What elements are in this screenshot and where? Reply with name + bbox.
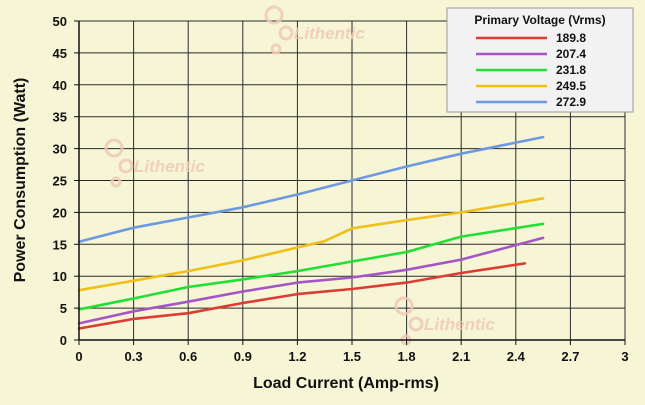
watermark-ring-icon: [118, 158, 134, 174]
x-tick-label: 3: [621, 349, 628, 364]
series-line-207.4: [77, 236, 545, 325]
y-tick-label: 50: [53, 14, 67, 29]
y-tick-label: 45: [53, 46, 67, 61]
watermark-text: Lithentic: [294, 24, 365, 43]
legend-box: [446, 7, 634, 113]
y-tick-label: 40: [53, 78, 67, 93]
x-tick-label: 1.8: [398, 349, 416, 364]
x-axis-title: Load Current (Amp-rms): [253, 375, 439, 392]
y-tick-label: 0: [60, 333, 67, 348]
x-tick-label: 0.9: [234, 349, 252, 364]
y-axis-title: Power Consumption (Watt): [12, 78, 29, 283]
watermark-ring-icon: [110, 176, 122, 188]
x-tick-label: 0.6: [179, 349, 197, 364]
watermark-logo: Lithentic: [104, 138, 205, 188]
legend: Primary Voltage (Vrms) 189.8 207.4 231.8 24…: [446, 7, 634, 113]
series-lines: [77, 135, 545, 330]
watermark-ring-icon: [264, 5, 284, 25]
y-tick-label: 5: [60, 301, 67, 316]
watermark-ring-icon: [278, 25, 294, 41]
y-tick-label: 30: [53, 142, 67, 157]
y-tick-label: 25: [53, 174, 67, 189]
watermark-text: Lithentic: [424, 315, 495, 334]
legend-title: Primary Voltage (Vrms): [474, 13, 605, 27]
y-tick-label: 20: [53, 205, 67, 220]
series-line-272.9: [77, 135, 545, 243]
x-tick-label: 0: [75, 349, 82, 364]
x-tick-label: 1.5: [343, 349, 361, 364]
x-tick-label: 1.2: [288, 349, 306, 364]
y-tick-label: 35: [53, 110, 67, 125]
series-line-231.8: [77, 222, 545, 311]
x-tick-label: 2.7: [561, 349, 579, 364]
legend-label-272.9: 272.9: [556, 95, 586, 109]
watermark-logo: Lithentic: [394, 296, 495, 346]
watermark-text: Lithentic: [134, 157, 205, 176]
y-tick-label: 10: [53, 269, 67, 284]
watermark-ring-icon: [270, 43, 282, 55]
x-tick-label: 2.4: [507, 349, 526, 364]
series-line-189.8: [77, 262, 527, 330]
x-tick-label: 0.3: [125, 349, 143, 364]
legend-label-249.5: 249.5: [556, 79, 586, 93]
legend-label-207.4: 207.4: [556, 47, 586, 61]
watermark-ring-icon: [394, 296, 414, 316]
watermark-logo: Lithentic: [264, 5, 365, 55]
series-line-249.5: [77, 197, 545, 292]
legend-label-231.8: 231.8: [556, 63, 586, 77]
legend-label-189.8: 189.8: [556, 31, 586, 45]
x-tick-label: 2.1: [452, 349, 470, 364]
axes: 0 0.3 0.6 0.9 1.2 1.5 1.8 2.1 2.4 2.7 305101520253…: [53, 14, 629, 364]
watermark-ring-icon: [408, 316, 424, 332]
y-tick-label: 15: [53, 237, 67, 252]
watermark-ring-icon: [104, 138, 124, 158]
watermark: Lithentic Lithentic Lithentic: [104, 5, 495, 346]
